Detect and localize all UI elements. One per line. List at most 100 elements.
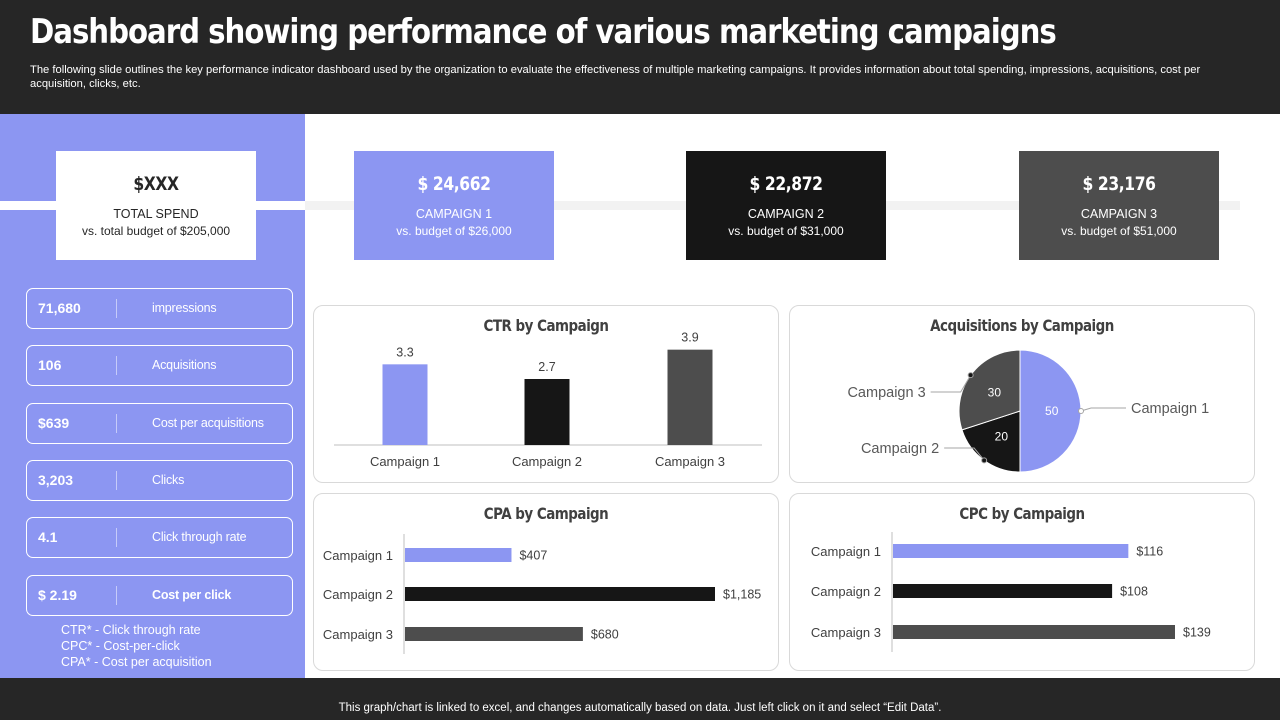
cpc-category-label: Campaign 3 [811, 625, 881, 640]
kpi-clicks-label: Clicks [152, 473, 185, 487]
pie-leader-line [930, 374, 972, 393]
ctr-category-label: Campaign 3 [655, 454, 725, 469]
kpi-divider [116, 414, 117, 433]
campaign-2-label: CAMPAIGN 2 [747, 207, 825, 221]
footer-note: This graph/chart is linked to excel, and… [338, 702, 942, 714]
kpi-divider [116, 528, 117, 547]
kpi-clicks-value: 3,203 [38, 472, 74, 488]
header-bar: Dashboard showing performance of various… [0, 0, 1280, 114]
campaign-2-spend: $ 22,872 [749, 173, 823, 195]
pie-value-label: 30 [988, 385, 1002, 399]
cpc-bar-campaign-3 [893, 625, 1175, 639]
campaign-3-label: CAMPAIGN 3 [1080, 207, 1158, 221]
kpi-divider [116, 471, 117, 490]
ctr-bar-campaign-3 [667, 349, 713, 445]
kpi-divider [116, 356, 117, 375]
legend-cpc: CPC* - Cost-per-click [61, 639, 180, 653]
cpa-bar-campaign-1 [405, 548, 512, 562]
ctr-bar-campaign-1 [382, 364, 428, 445]
cpc-bar-campaign-2 [893, 584, 1113, 598]
cpa-bar-campaign-3 [405, 627, 583, 641]
pie-category-label: Campaign 2 [861, 441, 939, 457]
kpi-acquisitions[interactable]: 106 Acquisitions [26, 345, 293, 386]
cpa-chart-title: CPA by Campaign [483, 504, 609, 523]
cpc-data-label: $116 [1136, 545, 1163, 559]
cpa-data-label: $680 [591, 628, 619, 642]
ctr-chart-title: CTR by Campaign [483, 316, 609, 335]
cpc-bar-campaign-1 [893, 544, 1129, 558]
cpa-category-label: Campaign 1 [323, 548, 393, 563]
kpi-ctr-value: 4.1 [38, 529, 58, 545]
kpi-impressions-value: 71,680 [38, 300, 81, 316]
pie-value-label: 20 [995, 430, 1009, 444]
cpa-chart-panel: CPA by Campaign $407 Campaign 1 $1,185 Camp… [313, 493, 779, 671]
pie-leader-line [1080, 407, 1126, 412]
ctr-category-label: Campaign 1 [370, 454, 440, 469]
ctr-chart-panel: CTR by Campaign 3.3 Campaign 1 2.7 Campaign… [313, 305, 779, 483]
kpi-ctr-label: Click through rate [152, 530, 247, 544]
pie-leader-dot [981, 457, 988, 464]
campaign-1-spend: $ 24,662 [417, 173, 491, 195]
cpa-data-label: $1,185 [723, 588, 761, 602]
pie-category-label: Campaign 1 [1131, 401, 1209, 417]
pie-leader-dot [1078, 408, 1084, 414]
cpc-bar-chart[interactable]: $116 Campaign 1 $108 Campaign 2 $139 Campaign… [790, 494, 1256, 672]
cpc-chart-title: CPC by Campaign [959, 504, 1085, 523]
page-subtitle: The following slide outlines the key per… [30, 64, 1201, 90]
campaign-3-spend: $ 23,176 [1082, 173, 1156, 195]
cpa-bar-campaign-2 [405, 587, 715, 601]
kpi-cpa-label: Cost per acquisitions [152, 416, 264, 430]
campaign-3-budget: vs. budget of $51,000 [1061, 224, 1177, 238]
campaign-1-card[interactable]: $ 24,662 CAMPAIGN 1 vs. budget of $26,00… [354, 151, 554, 260]
cpc-category-label: Campaign 2 [811, 584, 881, 599]
kpi-divider [116, 586, 117, 605]
campaign-1-label: CAMPAIGN 1 [415, 207, 493, 221]
cpc-data-label: $139 [1183, 626, 1211, 640]
page-title: Dashboard showing performance of various… [30, 12, 1057, 52]
campaign-2-budget: vs. budget of $31,000 [728, 224, 844, 238]
kpi-cpc-label: Cost per click [152, 588, 232, 602]
pie-leader-line [944, 447, 985, 461]
kpi-cost-per-acquisition[interactable]: $639 Cost per acquisitions [26, 403, 293, 444]
ctr-category-label: Campaign 2 [512, 454, 582, 469]
kpi-cpc-value: $ 2.19 [38, 587, 77, 603]
campaign-1-budget: vs. budget of $26,000 [396, 224, 512, 238]
legend-cpa: CPA* - Cost per acquisition [61, 655, 212, 669]
kpi-click-through-rate[interactable]: 4.1 Click through rate [26, 517, 293, 558]
ctr-bar-campaign-2 [524, 379, 570, 445]
cpa-data-label: $407 [519, 549, 547, 563]
cpa-bar-chart[interactable]: $407 Campaign 1 $1,185 Campaign 2 $680 Campai… [314, 494, 780, 672]
campaign-3-card[interactable]: $ 23,176 CAMPAIGN 3 vs. budget of $51,00… [1019, 151, 1219, 260]
acquisitions-pie-chart[interactable]: 50 20 30 Campaign 1 Campaign 2 Campaign 3 [790, 306, 1256, 484]
kpi-acquisitions-value: 106 [38, 357, 62, 373]
pie-leader-dot [967, 372, 974, 379]
kpi-cpa-value: $639 [38, 415, 70, 431]
pie-value-label: 50 [1045, 404, 1059, 418]
ctr-data-label: 2.7 [538, 360, 555, 374]
kpi-cost-per-click[interactable]: $ 2.19 Cost per click [26, 575, 293, 616]
ctr-data-label: 3.3 [396, 345, 413, 359]
cpc-chart-panel: CPC by Campaign $116 Campaign 1 $108 Campai… [789, 493, 1255, 671]
total-spend-label: TOTAL SPEND [113, 207, 199, 221]
kpi-acquisitions-label: Acquisitions [152, 358, 217, 372]
kpi-impressions-label: impressions [152, 301, 217, 315]
ctr-bar-chart[interactable]: 3.3 Campaign 1 2.7 Campaign 2 3.9 Campaign 3 [314, 306, 780, 484]
pie-category-label: Campaign 3 [847, 385, 925, 401]
acquisitions-chart-panel: Acquisitions by Campaign 50 20 30 Campaign … [789, 305, 1255, 483]
kpi-impressions[interactable]: 71,680 impressions [26, 288, 293, 329]
ctr-data-label: 3.9 [681, 331, 698, 345]
kpi-divider [116, 299, 117, 318]
cpa-category-label: Campaign 3 [323, 627, 393, 642]
total-spend-budget: vs. total budget of $205,000 [81, 224, 231, 238]
kpi-clicks[interactable]: 3,203 Clicks [26, 460, 293, 501]
total-spend-value: $XXX [133, 173, 179, 195]
legend-ctr: CTR* - Click through rate [61, 623, 201, 637]
cpa-category-label: Campaign 2 [323, 587, 393, 602]
footer-bar: This graph/chart is linked to excel, and… [0, 678, 1280, 720]
acquisitions-chart-title: Acquisitions by Campaign [930, 316, 1114, 335]
campaign-2-card[interactable]: $ 22,872 CAMPAIGN 2 vs. budget of $31,00… [686, 151, 886, 260]
connector-strip [0, 201, 1240, 210]
total-spend-card[interactable]: $XXX TOTAL SPEND vs. total budget of $20… [56, 151, 256, 260]
cpc-category-label: Campaign 1 [811, 544, 881, 559]
